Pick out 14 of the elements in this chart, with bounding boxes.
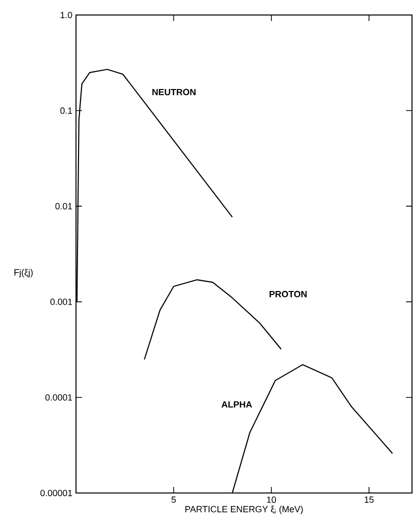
y-tick-label: 0.01 [55, 203, 72, 210]
y-tick-label: 0.00001 [40, 490, 72, 496]
series-label: ALPHA [222, 401, 252, 408]
y-tick-label: 0.1 [60, 107, 72, 114]
x-tick-label: 5 [172, 496, 176, 503]
y-tick-label: 1.0 [60, 12, 72, 18]
x-tick-label: 10 [267, 496, 276, 503]
y-tick-label: 0.0001 [45, 394, 72, 401]
x-tick-label: 15 [364, 496, 374, 503]
y-tick-label: 0.001 [50, 298, 72, 305]
y-axis-title: Fj(ξj) [14, 268, 33, 278]
text: PROTON [270, 290, 307, 298]
series-label: NEUTRON [152, 88, 196, 96]
x-axis-title: PARTICLE ENERGY ξ$_{i}$ (MeV) [185, 506, 303, 514]
